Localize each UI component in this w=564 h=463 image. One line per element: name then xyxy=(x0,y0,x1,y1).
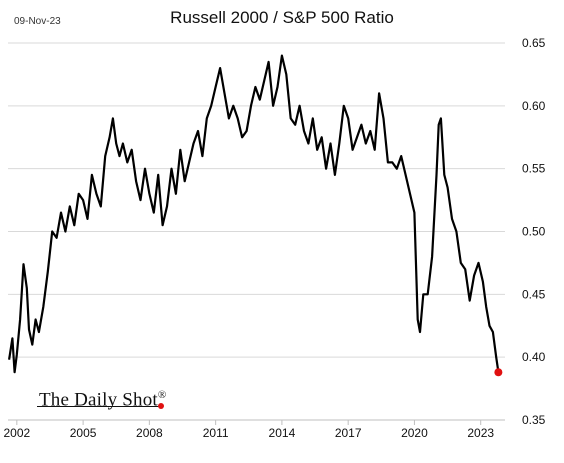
y-axis-ticks: 0.35 0.40 0.45 0.50 0.55 0.60 0.65 xyxy=(522,36,546,427)
brand-dot-icon xyxy=(158,403,164,409)
y-tick-label: 0.50 xyxy=(522,225,546,239)
x-tick-label: 2011 xyxy=(203,426,229,440)
x-tick-label: 2014 xyxy=(269,426,296,440)
y-tick-label: 0.55 xyxy=(522,162,546,176)
y-tick-label: 0.40 xyxy=(522,350,546,364)
x-tick-label: 2020 xyxy=(401,426,428,440)
date-stamp: 09-Nov-23 xyxy=(14,16,61,27)
y-tick-label: 0.65 xyxy=(522,36,546,50)
x-tick-label: 2002 xyxy=(3,426,30,440)
chart-title: Russell 2000 / S&P 500 Ratio xyxy=(170,8,394,27)
y-tick-label: 0.45 xyxy=(522,287,546,301)
series-line xyxy=(8,54,500,374)
series-layer xyxy=(8,54,503,377)
x-tick-label: 2023 xyxy=(467,426,494,440)
y-tick-label: 0.35 xyxy=(522,413,546,427)
x-axis-ticks: 2002 2005 2008 2011 2014 2017 2020 2023 xyxy=(3,420,494,440)
y-tick-label: 0.60 xyxy=(522,99,546,113)
registered-mark-icon: ® xyxy=(157,389,167,401)
latest-value-marker xyxy=(494,368,503,377)
brand-name: The Daily Shot xyxy=(39,389,158,411)
brand-underline xyxy=(37,406,161,407)
grid-lines xyxy=(8,42,505,421)
x-tick-label: 2005 xyxy=(70,426,97,440)
x-tick-label: 2017 xyxy=(335,426,362,440)
x-tick-label: 2008 xyxy=(136,426,163,440)
